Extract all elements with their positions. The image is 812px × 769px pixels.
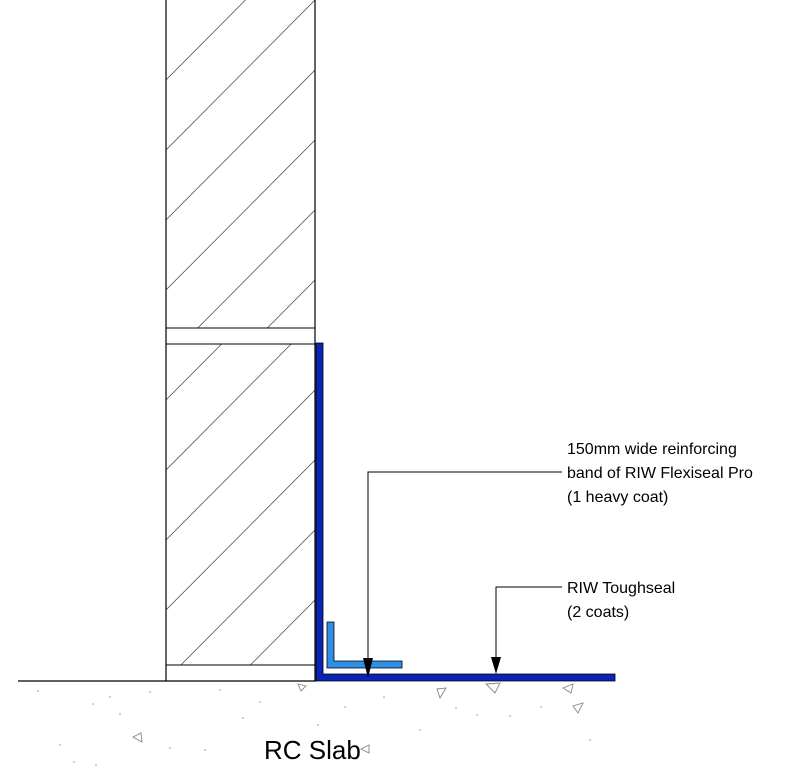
wall-lower-hatch bbox=[166, 344, 315, 665]
concrete-texture bbox=[132, 682, 584, 754]
toughseal-leader bbox=[491, 586, 562, 674]
brick-wall bbox=[165, 0, 316, 681]
wall-upper-hatch bbox=[166, 0, 315, 328]
slab-label: RC Slab bbox=[264, 735, 361, 765]
reinforcing-band-label-line2: band of RIW Flexiseal Pro bbox=[567, 465, 753, 482]
concrete-dots bbox=[37, 689, 591, 766]
toughseal-membrane bbox=[315, 342, 616, 682]
reinforcing-band-leader bbox=[363, 471, 562, 678]
toughseal-arrowhead bbox=[491, 657, 501, 674]
reinforcing-band bbox=[326, 621, 403, 669]
toughseal-label-line2: (2 coats) bbox=[567, 604, 629, 621]
reinforcing-band-label-line1: 150mm wide reinforcing bbox=[567, 441, 737, 458]
reinforcing-band-label-line3: (1 heavy coat) bbox=[567, 489, 668, 506]
toughseal-label-line1: RIW Toughseal bbox=[567, 580, 675, 597]
reinforcing-band-arrowhead bbox=[363, 658, 373, 678]
